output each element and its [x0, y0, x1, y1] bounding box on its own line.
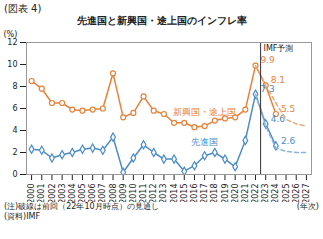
svg-text:2011: 2011	[139, 184, 148, 203]
svg-text:2027: 2027	[302, 184, 311, 203]
svg-text:2008: 2008	[109, 184, 118, 203]
html-text:(年次): (年次)	[296, 202, 319, 211]
svg-text:2009: 2009	[119, 184, 128, 203]
svg-text:2: 2	[12, 148, 17, 157]
html-text:(注)破線は前回（22年10月時点）の見通し: (注)破線は前回（22年10月時点）の見通し	[4, 202, 159, 211]
svg-text:2000: 2000	[27, 184, 36, 203]
svg-text:8.1: 8.1	[270, 75, 285, 86]
svg-text:2004: 2004	[68, 184, 77, 203]
svg-text:2001: 2001	[37, 184, 46, 203]
svg-text:2002: 2002	[48, 184, 57, 203]
svg-text:2015: 2015	[180, 184, 189, 203]
svg-text:10: 10	[7, 60, 17, 69]
html-text:(資料)IMF: (資料)IMF	[4, 212, 41, 221]
svg-text:先進国: 先進国	[191, 137, 218, 147]
svg-text:2023: 2023	[261, 184, 270, 203]
svg-text:2025: 2025	[282, 184, 291, 203]
svg-text:2006: 2006	[88, 184, 97, 203]
svg-text:4: 4	[12, 126, 17, 135]
svg-text:2017: 2017	[200, 184, 209, 203]
html-text:(図表 4): (図表 4)	[4, 3, 42, 14]
svg-text:2018: 2018	[210, 184, 219, 203]
svg-text:9.9: 9.9	[261, 55, 276, 65]
svg-text:2016: 2016	[190, 184, 199, 203]
svg-text:2013: 2013	[159, 184, 168, 203]
svg-text:2014: 2014	[170, 184, 179, 203]
html-text:先進国と新興国・途上国のインフレ率: 先進国と新興国・途上国のインフレ率	[76, 15, 247, 26]
svg-text:2012: 2012	[149, 184, 158, 203]
svg-text:2024: 2024	[271, 184, 280, 203]
svg-text:(%): (%)	[4, 30, 18, 39]
svg-text:6: 6	[12, 104, 17, 113]
svg-text:2020: 2020	[231, 184, 240, 203]
svg-text:2005: 2005	[78, 184, 87, 203]
svg-text:新興国・途上国: 新興国・途上国	[173, 107, 236, 117]
svg-text:2019: 2019	[221, 184, 230, 203]
svg-text:8: 8	[12, 82, 17, 91]
svg-text:2021: 2021	[241, 184, 250, 203]
svg-text:0: 0	[12, 170, 17, 179]
svg-text:2003: 2003	[58, 184, 67, 203]
svg-text:12: 12	[7, 38, 17, 47]
svg-text:7.3: 7.3	[261, 84, 275, 94]
svg-text:5.5: 5.5	[281, 104, 295, 114]
svg-text:2007: 2007	[98, 184, 107, 203]
svg-text:4.6: 4.6	[270, 113, 285, 124]
svg-text:2010: 2010	[129, 184, 138, 203]
svg-text:2.6: 2.6	[281, 136, 296, 146]
svg-text:2022: 2022	[251, 184, 260, 203]
svg-text:2026: 2026	[292, 184, 301, 203]
svg-text:IMF予測: IMF予測	[264, 44, 294, 53]
